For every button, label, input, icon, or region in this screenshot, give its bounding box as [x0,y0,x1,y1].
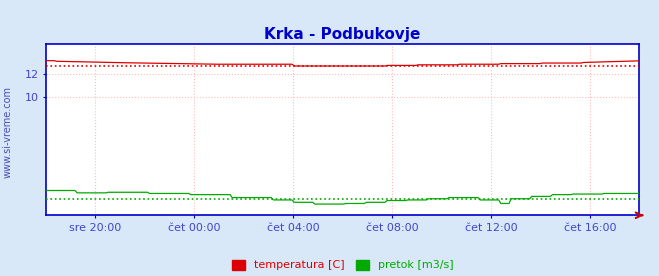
Title: Krka - Podbukovje: Krka - Podbukovje [264,26,421,42]
Legend: temperatura [C], pretok [m3/s]: temperatura [C], pretok [m3/s] [232,260,453,270]
Text: www.si-vreme.com: www.si-vreme.com [3,86,13,179]
